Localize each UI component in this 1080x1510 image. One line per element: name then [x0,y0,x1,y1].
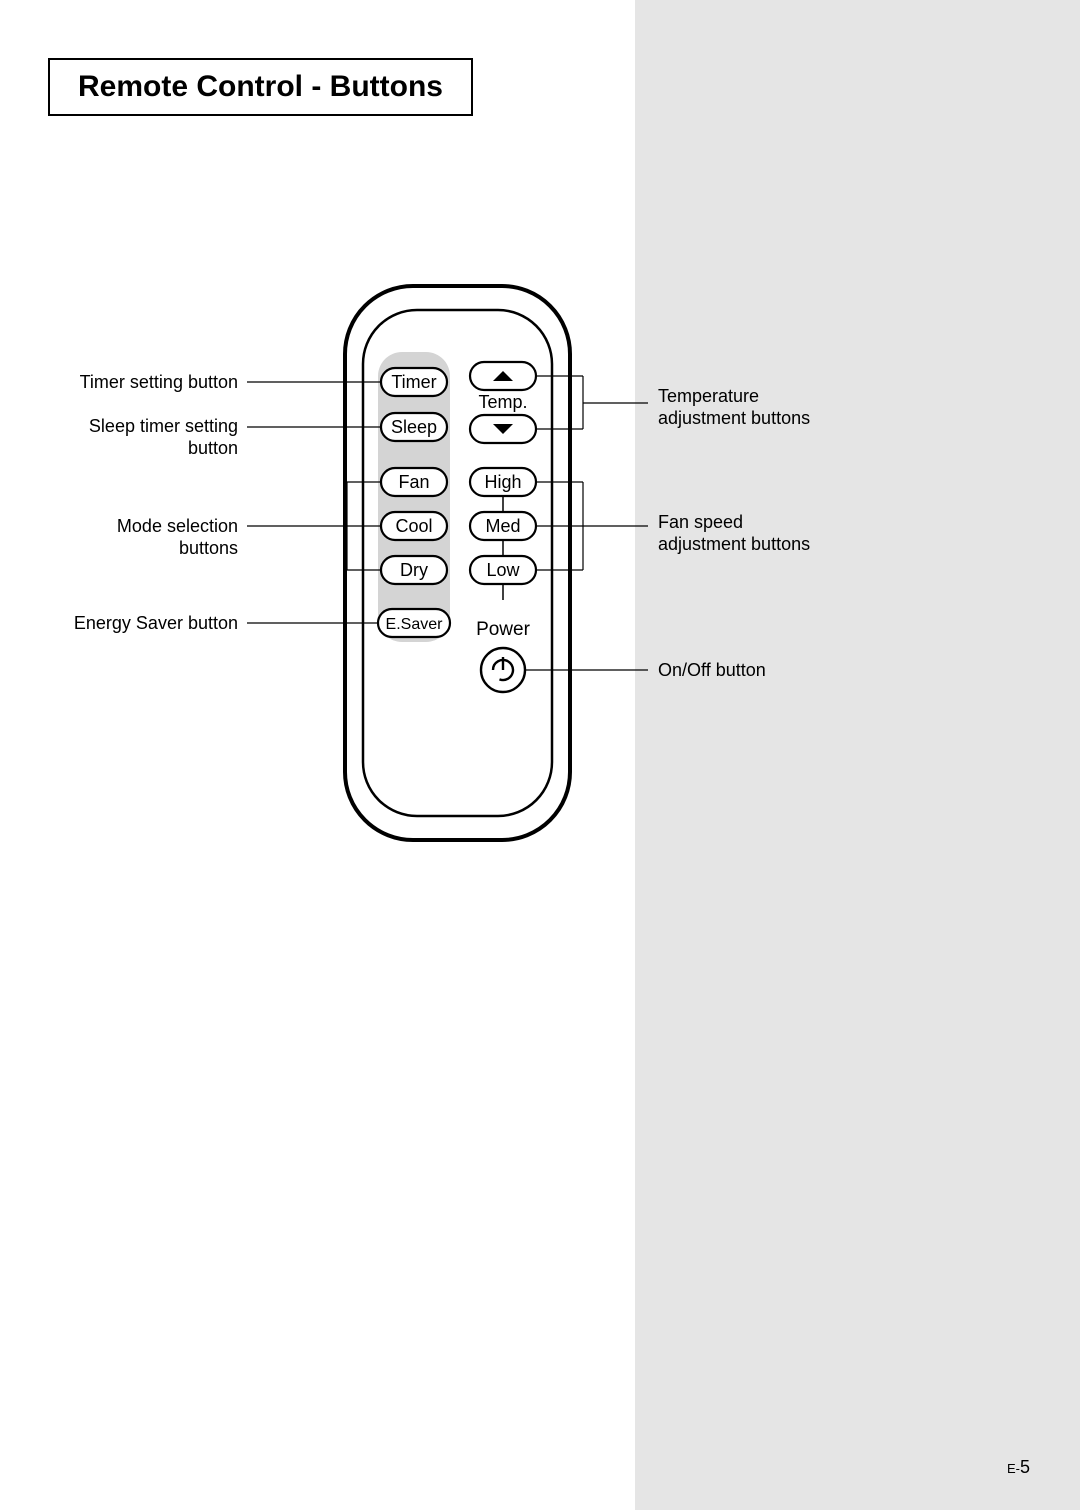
power-label: Power [476,619,531,640]
med-button: Med [470,512,536,540]
temp-down-button [470,415,536,443]
page-title: Remote Control - Buttons [78,70,443,104]
sleep-callout-label-1: Sleep timer setting [89,416,238,436]
sleep-button: Sleep [381,413,447,441]
high-button-label: High [484,472,521,492]
remote-diagram: Timer Sleep Fan Cool Dry E.Saver Temp. [0,280,1080,880]
temp-label: Temp. [478,392,527,412]
cool-button-label: Cool [395,516,432,536]
fan-button-label: Fan [398,472,429,492]
sleep-callout-label-2: button [188,438,238,458]
dry-button: Dry [381,556,447,584]
timer-button: Timer [381,368,447,396]
mode-callout-label-1: Mode selection [117,516,238,536]
temp-up-button [470,362,536,390]
power-button [481,648,525,692]
dry-button-label: Dry [400,560,428,580]
esaver-button-label: E.Saver [386,616,444,633]
power-callout-label: On/Off button [658,660,766,680]
page-number-prefix: E- [1007,1461,1020,1476]
fan-callout-label-2: adjustment buttons [658,534,810,554]
esaver-button: E.Saver [378,609,450,637]
sleep-button-label: Sleep [391,417,437,437]
title-box: Remote Control - Buttons [48,58,473,116]
fan-button: Fan [381,468,447,496]
high-button: High [470,468,536,496]
temp-callout-label-2: adjustment buttons [658,408,810,428]
fan-callout-label-1: Fan speed [658,512,743,532]
med-button-label: Med [485,516,520,536]
low-button-label: Low [486,560,520,580]
page-number: E-5 [1007,1457,1030,1478]
temp-callout-label-1: Temperature [658,386,759,406]
esaver-callout-label: Energy Saver button [74,613,238,633]
cool-button: Cool [381,512,447,540]
low-button: Low [470,556,536,584]
mode-callout-label-2: buttons [179,538,238,558]
page-number-value: 5 [1020,1457,1030,1477]
timer-callout-label: Timer setting button [80,372,238,392]
timer-button-label: Timer [391,372,436,392]
